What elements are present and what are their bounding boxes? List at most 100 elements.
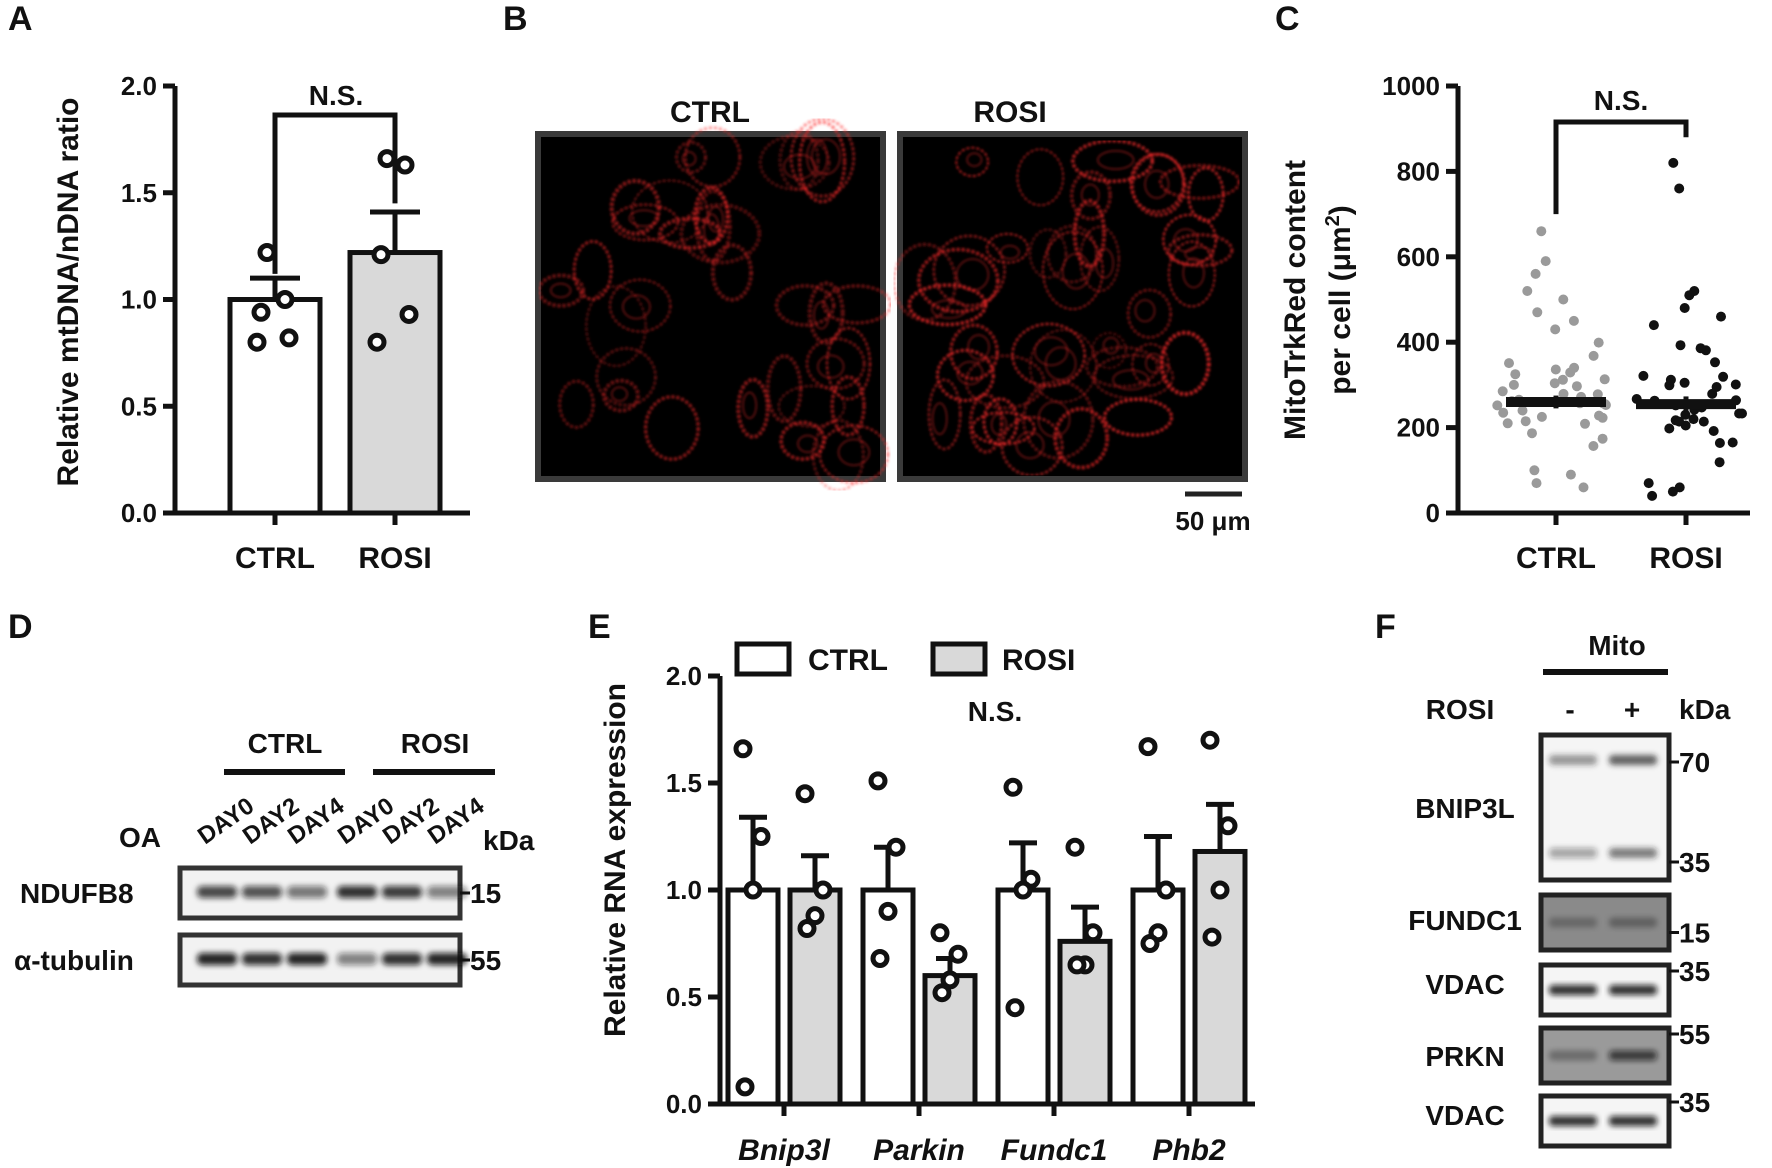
blot-f-kda: kDa: [1679, 694, 1731, 725]
chart-a-point-0-3: [279, 328, 299, 348]
blot-f-mw-0: 15: [1679, 918, 1710, 949]
chart-c-ylabel-line2: per cell (μm2): [1322, 205, 1357, 395]
blot-d-label-ndufb8: NDUFB8: [20, 878, 134, 909]
cell-inner: [681, 151, 697, 167]
chart-c-point-1-0: [1668, 157, 1679, 168]
blot-f-band-3-0: [1549, 1116, 1597, 1126]
chart-e-significance: N.S.: [968, 696, 1022, 727]
chart-c-point-0-27: [1520, 416, 1531, 427]
chart-c-point-0-2: [1530, 268, 1541, 279]
cell-outline: [778, 129, 820, 192]
chart-e-ytick-label-2: 1.0: [666, 875, 702, 905]
chart-a-ylabel: Relative mtDNA/nDNA ratio: [52, 98, 85, 487]
cell-outline: [679, 202, 762, 265]
blot-d-band-tubulin-0: [197, 953, 237, 965]
cell-outline: [1167, 240, 1216, 308]
chart-e-bar-0-0: [725, 887, 781, 1107]
chart-c-point-0-5: [1532, 307, 1543, 318]
cell-outline: [558, 379, 595, 429]
chart-c-point-1-26: [1680, 409, 1691, 420]
chart-a-axes: 0.0 0.5 1.0 1.5 2.0: [121, 71, 470, 528]
blot-d-band-ndufb8-1: [242, 886, 282, 898]
chart-a-bars: [227, 112, 443, 516]
cell-outline: [1162, 213, 1217, 266]
chart-c-point-1-18: [1718, 371, 1729, 382]
chart-c-point-1-4: [1679, 303, 1690, 313]
chart-c-point-1-34: [1737, 408, 1747, 419]
microscopy-ctrl-label: CTRL: [670, 96, 750, 129]
chart-e-point-1-0-1: [813, 880, 833, 900]
cell-inner: [611, 386, 628, 402]
cell-outline: [818, 424, 890, 485]
blot-f-mw-3: 35: [1679, 1087, 1710, 1118]
chart-a-significance-bracket: [272, 112, 398, 274]
chart-c-point-1-21: [1698, 416, 1709, 427]
blot-f-band-2-1: [1609, 1050, 1657, 1061]
blot-f-band-1-1: [1609, 985, 1657, 995]
cell-outline: [968, 393, 1004, 454]
chart-c-point-1-1: [1674, 183, 1685, 194]
blot-f-band-2-0: [1549, 1050, 1597, 1061]
cell-outline: [936, 348, 995, 402]
chart-c-ytick-label-4: 800: [1397, 156, 1440, 186]
blot-d-band-ndufb8-0: [197, 886, 237, 898]
chart-e-ytick-label-1: 0.5: [666, 982, 702, 1012]
chart-e-point-1-1-2: [940, 970, 960, 990]
chart-c-point-0-28: [1517, 405, 1528, 416]
chart-c-ytick-label-0: 0: [1426, 498, 1440, 528]
cell-outline: [964, 354, 1046, 410]
chart-e-point-0-3-0: [1138, 737, 1158, 757]
cell-outline: [779, 420, 826, 461]
chart-e-point-0-0-0: [733, 739, 753, 759]
cell-outline: [949, 323, 999, 381]
chart-c-point-0-39: [1571, 381, 1582, 392]
chart-c-point-0-29: [1557, 374, 1568, 385]
chart-e: Relative RNA expression 0.00.51.01.52.0 …: [599, 641, 1255, 1167]
panel-letter-e: E: [588, 608, 611, 646]
cell-inner: [1044, 346, 1077, 381]
blot-f-band-3-1: [1609, 1116, 1657, 1126]
chart-e-point-1-1-1: [948, 944, 968, 964]
chart-e-point-0-0-1: [751, 827, 771, 846]
cell-outline: [585, 285, 647, 368]
blot-d-mw-55: 55: [470, 945, 501, 976]
chart-a-point-1-4: [367, 332, 387, 352]
chart-a-point-1-3: [399, 304, 419, 324]
panel-letter-c: C: [1275, 0, 1300, 38]
chart-c-point-0-42: [1594, 410, 1604, 421]
cell-outline: [1011, 322, 1086, 388]
blot-d-tubulin: [177, 932, 467, 988]
chart-a-ytick-label-0: 0.0: [121, 498, 157, 528]
chart-c-xtick-rosi: ROSI: [1649, 542, 1722, 575]
blot-d-band-tubulin-5: [427, 953, 467, 965]
blot-d-label-tubulin: α-tubulin: [14, 945, 134, 976]
panel-letter-b: B: [503, 0, 528, 38]
chart-a-xtick-rosi: ROSI: [358, 542, 431, 575]
cell-outline: [1042, 230, 1104, 310]
cell-outline: [602, 378, 640, 413]
blot-f-band-bnip3l-bottom-1: [1609, 848, 1657, 858]
cell-outline: [1022, 380, 1095, 460]
cell-outline: [1029, 329, 1098, 403]
chart-a-point-1-1: [395, 155, 415, 175]
chart-c-significance-bracket: [1553, 119, 1689, 215]
cell-inner: [550, 282, 572, 298]
chart-c-point-0-20: [1504, 358, 1514, 369]
chart-c-point-1-27: [1688, 414, 1699, 425]
chart-c-point-0-11: [1529, 465, 1540, 476]
chart-c-point-1-33: [1714, 438, 1725, 448]
cell-outline: [774, 284, 836, 327]
cell-outline: [711, 243, 754, 302]
cell-outline: [932, 234, 1006, 307]
chart-e-point-0-2-0: [1003, 777, 1023, 797]
chart-c-point-0-8: [1565, 469, 1576, 480]
chart-c: MitoTrkRed content per cell (μm2) 0 200 40…: [1279, 71, 1750, 575]
chart-c-point-1-20: [1710, 357, 1720, 368]
chart-c-axes: 0 200 400 600 800 1000: [1382, 71, 1750, 528]
chart-e-legend: CTRL ROSI: [734, 641, 1075, 677]
blot-d-band-ndufb8-3: [337, 886, 377, 898]
chart-a-point-0-2: [251, 302, 271, 322]
chart-c-point-1-35: [1674, 416, 1685, 427]
chart-e-bar-0-3: [1130, 887, 1186, 1107]
